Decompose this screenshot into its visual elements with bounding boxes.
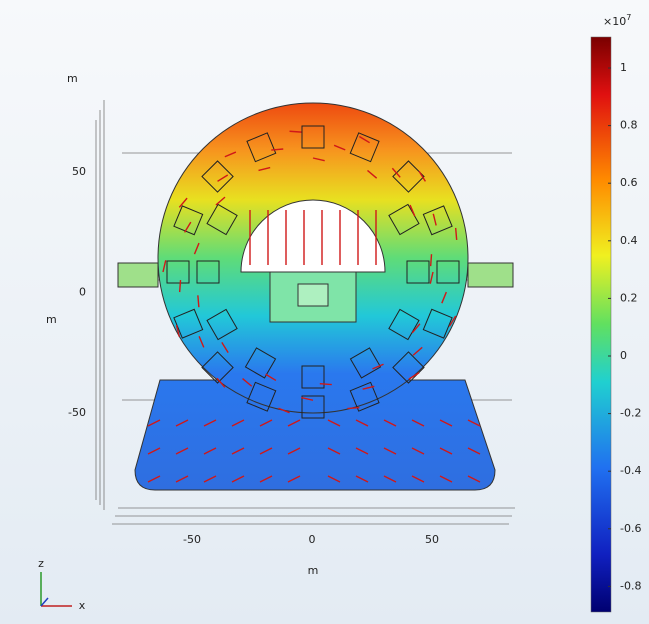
tick-label: -0.2	[620, 407, 641, 420]
axis-unit: m	[67, 72, 78, 85]
tick-label: 0.8	[620, 119, 638, 132]
tick-label: 0.4	[620, 234, 638, 247]
tick-label: 50	[425, 533, 439, 546]
arrow	[290, 131, 302, 132]
tick-label: 50	[72, 165, 86, 178]
triad-label: x	[79, 599, 86, 612]
arrow	[320, 384, 332, 385]
colorbar	[591, 37, 611, 612]
tick-label: -50	[68, 406, 86, 419]
tick-label: -50	[183, 533, 201, 546]
tick-label: 0	[620, 349, 627, 362]
arrow	[431, 254, 432, 266]
axis-unit: m	[46, 313, 57, 326]
tick-label: 0	[79, 286, 86, 299]
exponent: 7	[626, 13, 631, 22]
plot-window: m m m 50 0 -50 -50 0 50 z x ×107 1 0.8 0.6 0.4 0…	[0, 0, 649, 624]
tick-label: 0.6	[620, 176, 638, 189]
tick-label: 0.2	[620, 291, 638, 304]
arrow	[180, 280, 181, 292]
tick-label: 1	[620, 61, 627, 74]
multiplier: ×10	[603, 15, 626, 28]
axis-unit: m	[308, 564, 319, 577]
triad-label: z	[38, 557, 44, 570]
tick-label: 0	[309, 533, 316, 546]
tick-label: -0.8	[620, 579, 641, 592]
tick-label: -0.6	[620, 522, 641, 535]
tick-label: -0.4	[620, 464, 641, 477]
